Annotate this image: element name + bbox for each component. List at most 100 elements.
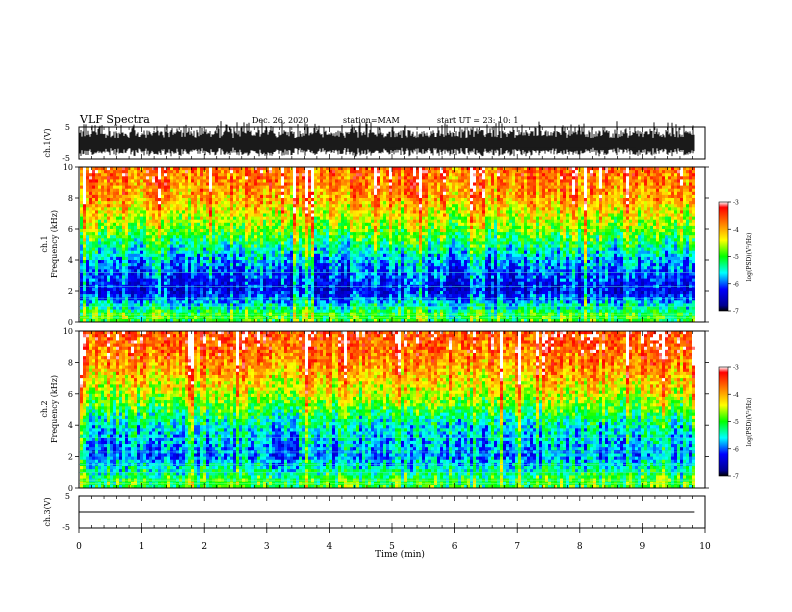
spectrogram-cell	[353, 256, 356, 261]
spectrogram-cell	[281, 210, 284, 214]
spectrogram-cell	[281, 241, 284, 245]
spectrogram-cell	[290, 188, 293, 193]
spectrogram-cell	[263, 222, 266, 227]
spectrogram-cell	[137, 185, 140, 190]
spectrogram-cell	[176, 219, 179, 224]
spectrogram-cell	[344, 185, 347, 190]
spectrogram-cell	[263, 281, 266, 286]
spectrogram-cell	[353, 207, 356, 211]
spectrogram-cell	[110, 250, 113, 255]
spectrogram-cell	[332, 188, 335, 193]
spectrogram-cell	[164, 213, 167, 217]
spectrogram-cell	[371, 275, 374, 279]
spectrogram-cell	[311, 247, 314, 252]
spectrogram-cell	[344, 232, 347, 236]
spectrogram-cell	[173, 309, 176, 314]
spectrogram-cell	[185, 253, 188, 258]
spectrogram-cell	[191, 167, 194, 171]
spectrogram-cell	[212, 222, 215, 227]
spectrogram-cell	[239, 170, 242, 174]
spectrogram-cell	[146, 244, 149, 248]
spectrogram-cell	[119, 287, 122, 292]
spectrogram-cell	[110, 309, 113, 314]
spectrogram-cell	[197, 182, 200, 186]
spectrogram-cell	[206, 244, 209, 248]
spectrogram-cell	[308, 213, 311, 217]
spectrogram-cell	[206, 294, 209, 298]
spectrogram-cell	[353, 173, 356, 177]
spectrogram-cell	[116, 191, 119, 196]
spectrogram-cell	[221, 216, 224, 221]
spectrogram-cell	[320, 219, 323, 224]
spectrogram-cell	[173, 194, 176, 199]
spectrogram-cell	[137, 241, 140, 245]
spectrogram-cell	[200, 272, 203, 276]
spectrogram-cell	[320, 300, 323, 304]
spectrogram-cell	[86, 198, 89, 202]
spectrogram-cell	[170, 247, 173, 252]
ch1-ytick-top: 5	[65, 123, 70, 132]
spectrogram-cell	[161, 287, 164, 292]
spectrogram-cell	[128, 294, 131, 298]
spectrogram-cell	[311, 244, 314, 248]
spectrogram-cell	[311, 269, 314, 273]
figure-title: VLF Spectra	[79, 113, 150, 126]
spectrogram-cell	[122, 219, 125, 224]
spectrogram-cell	[323, 247, 326, 252]
spectrogram-cell	[353, 269, 356, 273]
spectrogram-cell	[95, 216, 98, 221]
spectrogram-cell	[113, 309, 116, 314]
spectrogram-cell	[194, 235, 197, 239]
spectrogram-cell	[116, 210, 119, 214]
spectrogram-cell	[203, 260, 206, 264]
spectrogram-cell	[359, 266, 362, 270]
spectrogram-cell	[368, 235, 371, 239]
spectrogram-cell	[227, 294, 230, 298]
spectrogram-cell	[332, 253, 335, 258]
spectrogram-cell	[173, 176, 176, 180]
spectrogram-cell	[356, 167, 359, 171]
spectrogram-cell	[188, 253, 191, 258]
spectrogram-cell	[128, 229, 131, 233]
spectrogram-cell	[293, 250, 296, 255]
spectrogram-cell	[236, 269, 239, 273]
spectrogram-cell	[155, 170, 158, 174]
spectrogram-cell	[92, 225, 95, 230]
spectrogram-cell	[257, 250, 260, 255]
ch1-waveform-ylabel: ch.1(V)	[43, 128, 52, 157]
spectrogram-cell	[152, 216, 155, 221]
spectrogram-cell	[314, 229, 317, 233]
spectrogram-cell	[266, 287, 269, 292]
spectrogram-cell	[194, 191, 197, 196]
spectrogram-cell	[230, 281, 233, 286]
spectrogram-cell	[311, 204, 314, 208]
spectrogram-cell	[218, 179, 221, 183]
spectrogram-cell	[338, 260, 341, 264]
spectrogram-cell	[230, 216, 233, 221]
spectrogram-cell	[173, 287, 176, 292]
spectrogram-cell	[176, 287, 179, 292]
spectrogram-cell	[170, 281, 173, 286]
spectrogram-cell	[224, 188, 227, 193]
spectrogram-cell	[161, 241, 164, 245]
spectrogram-cell	[116, 185, 119, 190]
spectrogram-cell	[128, 198, 131, 202]
spectrogram-cell	[224, 232, 227, 236]
spectrogram-cell	[314, 167, 317, 171]
spectrogram-cell	[188, 272, 191, 276]
spectrogram-cell	[284, 235, 287, 239]
spectrogram-cell	[281, 294, 284, 298]
spectrogram-cell	[356, 173, 359, 177]
spectrogram-cell	[332, 210, 335, 214]
spectrogram-cell	[128, 188, 131, 193]
spectrogram-cell	[293, 287, 296, 292]
spectrogram-cell	[95, 232, 98, 236]
spectrogram-cell	[143, 188, 146, 193]
spectrogram-cell	[218, 194, 221, 199]
spectrogram-cell	[194, 210, 197, 214]
spectrogram-cell	[326, 235, 329, 239]
spectrogram-cell	[365, 256, 368, 261]
spectrogram-cell	[140, 232, 143, 236]
spectrogram-cell	[221, 244, 224, 248]
spectrogram-cell	[119, 244, 122, 248]
